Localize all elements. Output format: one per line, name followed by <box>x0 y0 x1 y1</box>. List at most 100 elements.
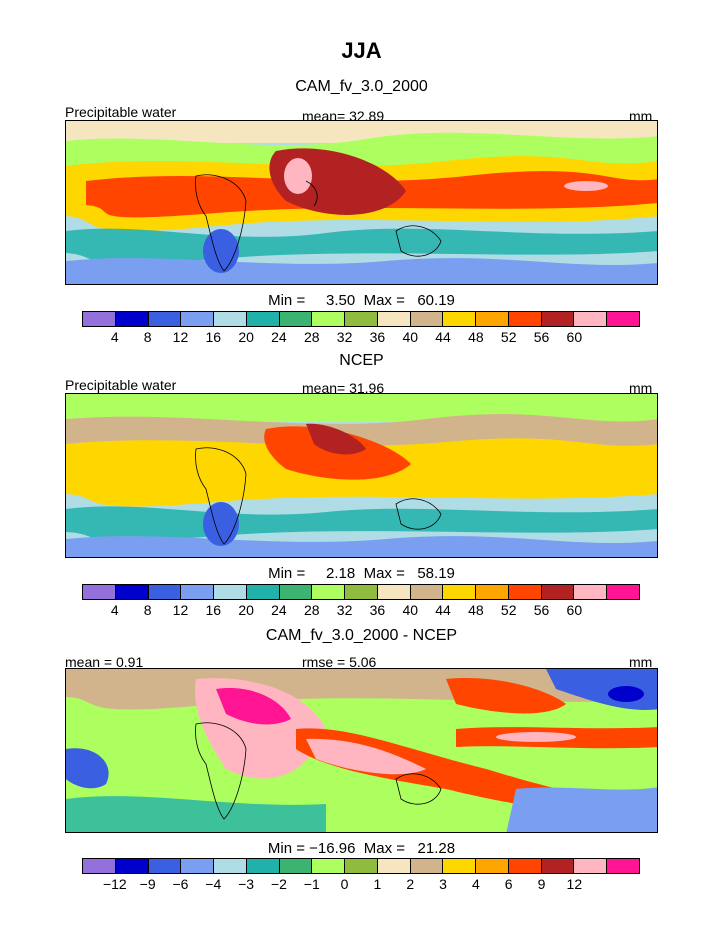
panel-3-mean-label: mean = 0.91 <box>65 654 144 670</box>
panel-1-title: CAM_fv_3.0_2000 <box>295 78 428 95</box>
tick-label: 4 <box>110 329 119 345</box>
tick-label: −6 <box>172 876 189 892</box>
tick-label: 12 <box>566 876 583 892</box>
tick-label: 12 <box>172 602 189 618</box>
panel-1-stats: Min = 3.50 Max = 60.19 <box>268 292 455 309</box>
colorbar-swatch <box>246 585 280 599</box>
tick-label: 2 <box>406 876 415 892</box>
colorbar-swatch <box>508 312 542 326</box>
tick-label: −9 <box>139 876 156 892</box>
tick-label: 20 <box>238 329 254 345</box>
panel-2-units-label: mm <box>629 380 653 396</box>
tick-label: −4 <box>205 876 222 892</box>
colorbar-swatch <box>279 859 313 873</box>
tick-label: 32 <box>336 329 353 345</box>
colorbar-swatch <box>476 312 509 326</box>
panel-1-ticks: 4 8 12 16 20 24 28 32 36 40 44 48 52 56 60 <box>82 329 640 347</box>
colorbar-swatch <box>345 585 378 599</box>
tick-label: 32 <box>336 602 353 618</box>
colorbar-swatch <box>214 859 247 873</box>
tick-label: 48 <box>468 329 484 345</box>
panel-3-title: CAM_fv_3.0_2000 - NCEP <box>265 627 458 644</box>
tick-label: 36 <box>369 602 386 618</box>
colorbar-swatch <box>312 585 346 599</box>
tick-label: 44 <box>435 602 451 618</box>
colorbar-swatch <box>214 312 247 326</box>
colorbar-swatch <box>148 312 182 326</box>
colorbar-swatch <box>115 312 149 326</box>
colorbar-swatch <box>508 585 542 599</box>
colorbar-swatch <box>181 859 215 873</box>
colorbar-swatch <box>574 859 608 873</box>
panel-2-mean-label: mean= 31.96 <box>302 380 385 396</box>
colorbar-swatch <box>83 585 116 599</box>
tick-label: 16 <box>205 329 222 345</box>
panel-3-map <box>65 668 658 833</box>
tick-label: 28 <box>303 602 320 618</box>
colorbar-swatch <box>541 585 575 599</box>
tick-label: 0 <box>340 876 349 892</box>
tick-label: 24 <box>271 329 287 345</box>
colorbar-swatch <box>377 859 411 873</box>
tick-label: 9 <box>537 876 546 892</box>
colorbar-swatch <box>279 585 313 599</box>
tick-label: 8 <box>143 602 152 618</box>
tick-label: 3 <box>439 876 447 892</box>
colorbar-swatch <box>214 585 247 599</box>
colorbar-swatch <box>345 312 378 326</box>
colorbar-swatch <box>607 312 640 326</box>
colorbar-swatch <box>83 312 116 326</box>
panel-1-left-label: Precipitable water <box>65 104 177 120</box>
tick-label: 56 <box>533 329 550 345</box>
panel-3-ticks: −12 −9 −6 −4 −3 −2 −1 0 1 2 3 4 6 9 12 <box>82 876 640 894</box>
panel-2-left-label: Precipitable water <box>65 377 177 393</box>
tick-label: −1 <box>303 876 320 892</box>
panel-2-stats: Min = 2.18 Max = 58.19 <box>268 565 455 582</box>
tick-label: 8 <box>143 329 152 345</box>
colorbar-swatch <box>115 585 149 599</box>
colorbar-swatch <box>443 585 477 599</box>
tick-label: 60 <box>566 329 583 345</box>
colorbar-swatch <box>115 859 149 873</box>
colorbar-swatch <box>181 585 215 599</box>
colorbar-swatch <box>410 312 444 326</box>
tick-label: 28 <box>303 329 320 345</box>
tick-label: 52 <box>500 329 517 345</box>
tick-label: 4 <box>110 602 119 618</box>
colorbar-swatch <box>574 585 608 599</box>
colorbar-swatch <box>607 585 640 599</box>
colorbar-swatch <box>83 859 116 873</box>
tick-label: 60 <box>566 602 583 618</box>
panel-2-map <box>65 393 658 558</box>
colorbar-swatch <box>377 585 411 599</box>
panel-3-colorbar <box>82 858 640 874</box>
tick-label: 44 <box>435 329 451 345</box>
colorbar-swatch <box>312 312 346 326</box>
colorbar-swatch <box>345 859 378 873</box>
panel-3-units-label: mm <box>629 654 653 670</box>
colorbar-swatch <box>148 859 182 873</box>
main-title: JJA <box>341 38 382 63</box>
colorbar-swatch <box>476 859 509 873</box>
tick-label: 12 <box>172 329 189 345</box>
panel-1-map <box>65 120 658 285</box>
tick-label: 40 <box>402 329 419 345</box>
panel-2-colorbar <box>82 584 640 600</box>
panel-3-stats: Min = −16.96 Max = 21.28 <box>267 840 456 857</box>
colorbar-swatch <box>541 312 575 326</box>
colorbar-swatch <box>246 312 280 326</box>
colorbar-swatch <box>541 859 575 873</box>
colorbar-swatch <box>410 859 444 873</box>
colorbar-swatch <box>148 585 182 599</box>
tick-label: −2 <box>270 876 287 892</box>
colorbar-swatch <box>607 859 640 873</box>
colorbar-swatch <box>476 585 509 599</box>
colorbar-swatch <box>312 859 346 873</box>
colorbar-swatch <box>410 585 444 599</box>
tick-label: 6 <box>504 876 513 892</box>
colorbar-swatch <box>279 312 313 326</box>
tick-label: 52 <box>500 602 517 618</box>
tick-label: 16 <box>205 602 222 618</box>
tick-label: 1 <box>373 876 382 892</box>
panel-2-ticks: 4 8 12 16 20 24 28 32 36 40 44 48 52 56 60 <box>82 602 640 620</box>
